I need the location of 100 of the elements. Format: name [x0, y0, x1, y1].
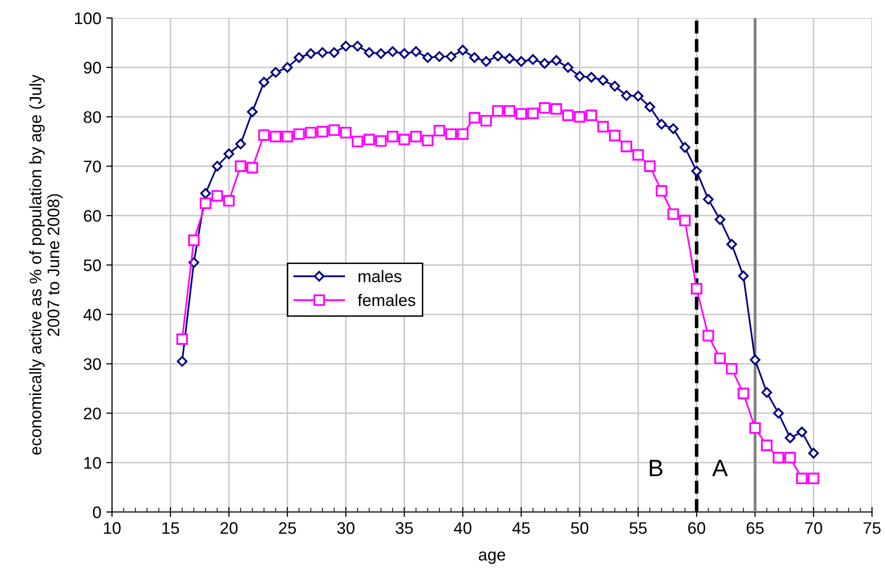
point [574, 111, 586, 123]
point [282, 62, 293, 73]
x-tick-label: 20 [220, 522, 238, 534]
point [609, 130, 621, 142]
point [270, 67, 282, 78]
point [246, 106, 258, 118]
point [738, 388, 750, 400]
point [224, 148, 234, 160]
point [772, 452, 784, 464]
point [667, 208, 679, 220]
annotation: B [650, 460, 662, 476]
point [375, 135, 387, 147]
point [317, 47, 328, 58]
point [387, 46, 398, 57]
x-tick-label: 10 [104, 522, 121, 534]
legend-label: males [358, 270, 402, 282]
y-tick-label: 80 [84, 111, 101, 124]
point [680, 142, 690, 153]
point [200, 197, 212, 210]
x-tick-label: 65 [746, 522, 764, 534]
point [352, 40, 363, 52]
point [632, 149, 644, 161]
point [632, 90, 644, 102]
point [644, 160, 656, 172]
x-axis-title: age [478, 551, 506, 564]
point [328, 47, 340, 58]
y-tick-label: 10 [84, 457, 101, 469]
point [469, 52, 480, 63]
point [726, 238, 738, 250]
point [504, 105, 516, 117]
point [468, 112, 480, 124]
point [294, 52, 304, 63]
point [808, 448, 819, 459]
point [656, 118, 667, 130]
y-tick-label: 20 [84, 408, 101, 420]
point [398, 48, 410, 59]
point [504, 53, 515, 64]
point [679, 214, 691, 226]
point [597, 120, 609, 132]
y-tick-label: 0 [92, 506, 101, 518]
point [398, 134, 410, 146]
point [515, 108, 527, 120]
point [656, 185, 668, 197]
point [293, 128, 305, 140]
point [422, 52, 434, 63]
y-tick-label: 90 [84, 62, 101, 74]
point [434, 51, 445, 62]
point [644, 102, 656, 112]
point [410, 130, 422, 142]
x-tick-label: 40 [454, 522, 472, 534]
point [702, 194, 714, 205]
point [340, 126, 352, 138]
point [282, 130, 294, 142]
x-tick-label: 45 [512, 522, 530, 534]
x-tick-label: 50 [571, 522, 588, 534]
point [328, 124, 340, 136]
point [761, 440, 773, 452]
point [808, 472, 820, 484]
point [550, 103, 562, 115]
point [188, 234, 200, 246]
x-tick-label: 35 [396, 522, 413, 534]
point [480, 114, 492, 127]
point [516, 56, 527, 67]
point [457, 44, 468, 56]
point [305, 48, 316, 59]
y-axis-title: economically active as % of population by age (July 2007 to June 2008) [29, 74, 63, 455]
x-tick-label: 60 [688, 522, 706, 534]
point [434, 124, 446, 136]
point [773, 408, 784, 419]
point [691, 166, 702, 176]
point [270, 130, 282, 142]
point [200, 188, 211, 199]
y-tick-label: 100 [75, 12, 101, 24]
point [480, 56, 492, 67]
point [784, 452, 796, 464]
point [492, 105, 504, 117]
point [376, 48, 386, 59]
point [445, 128, 457, 140]
point [586, 72, 597, 83]
y-tick-label: 70 [84, 160, 101, 172]
point [305, 126, 317, 138]
point [620, 140, 632, 152]
point [386, 130, 398, 142]
point [352, 136, 364, 148]
y-tick-label: 40 [83, 308, 101, 321]
point [235, 138, 246, 150]
y-tick-label: 30 [84, 358, 101, 370]
point [690, 282, 702, 294]
point [621, 90, 632, 101]
point [410, 46, 422, 57]
point [574, 70, 586, 82]
point [422, 134, 434, 146]
y-tick-label: 60 [84, 210, 101, 222]
point [796, 472, 808, 484]
point [223, 195, 235, 207]
point [598, 74, 608, 86]
point [738, 270, 749, 282]
x-tick-label: 15 [162, 522, 180, 534]
point [550, 55, 562, 66]
point [586, 110, 598, 122]
